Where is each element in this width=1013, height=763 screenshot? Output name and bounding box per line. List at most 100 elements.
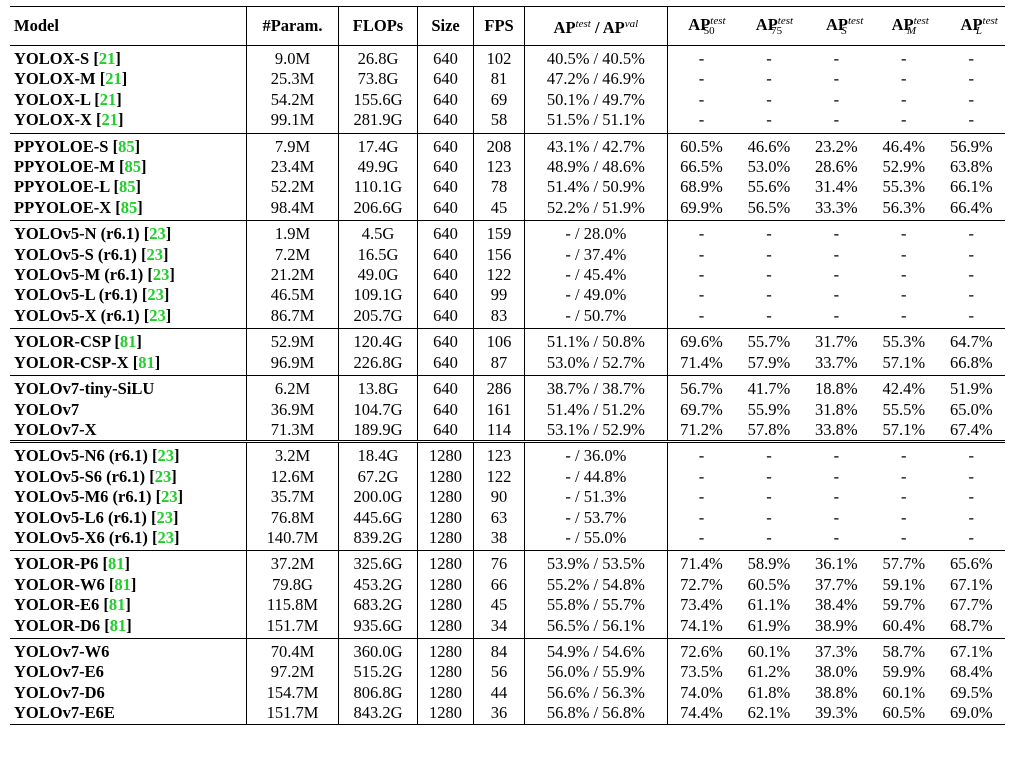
cell-aps: 31.7% xyxy=(815,332,858,352)
table-row: YOLOv5-N (r6.1) [23] 1.9M 4.5G 640 159- / 28… xyxy=(10,220,1005,245)
cell-apm: - xyxy=(901,446,907,466)
cell-ap75: - xyxy=(766,224,772,244)
header-apm-base: AP xyxy=(891,15,914,34)
cell-model: YOLOX-L [21] xyxy=(10,89,248,111)
cell-apm: 59.7% xyxy=(882,595,926,615)
cell-aps: - xyxy=(833,487,840,507)
citation-link[interactable]: 23 xyxy=(161,487,178,507)
cell-ap: 53.0% / 52.7% xyxy=(524,352,668,377)
model-name: YOLOv5-S6 (r6.1) xyxy=(14,466,146,486)
citation-link[interactable]: 85 xyxy=(118,136,135,156)
citation-link[interactable]: 21 xyxy=(99,89,117,109)
citation-link[interactable]: 23 xyxy=(157,527,174,547)
cell-aps: 37.3% xyxy=(815,641,858,661)
cell-apm: 46.4% xyxy=(882,136,926,156)
cell-ap: - / 49.0% xyxy=(524,285,668,306)
citation-link[interactable]: 21 xyxy=(98,49,116,68)
cell-ap: 54.9% / 54.6% xyxy=(524,638,668,663)
citation-link[interactable]: 81 xyxy=(109,615,127,635)
cell-size: 640 xyxy=(417,352,474,377)
cell-apl: - xyxy=(968,69,975,89)
model-name: PPYOLOE-X xyxy=(14,197,112,217)
cell-params: 71.3M xyxy=(246,419,339,444)
cell-ap75: - xyxy=(766,244,772,264)
cell-ap75: 57.8% xyxy=(735,419,803,444)
header-params: #Param. xyxy=(246,6,339,46)
cell-ap50: - xyxy=(698,446,705,466)
cell-ap: 43.1% / 42.7% xyxy=(524,133,668,158)
citation-link[interactable]: 21 xyxy=(101,110,119,130)
cell-ap: - / 50.7% xyxy=(524,305,668,330)
cell-size: 1280 xyxy=(417,466,474,488)
model-name: YOLOv7-tiny-SiLU xyxy=(14,379,155,399)
table-row: YOLOX-X [21] 99.1M 281.9G 640 58 51.5% / 51.1… xyxy=(10,110,1005,134)
citation-link[interactable]: 23 xyxy=(149,305,166,325)
cell-ap75: 60.5% xyxy=(747,574,791,594)
citation-link[interactable]: 23 xyxy=(147,285,164,305)
cell-size: 1280 xyxy=(417,550,474,575)
cell-apl: 68.4% xyxy=(949,662,993,682)
cell-flops: 49.0G xyxy=(338,265,419,286)
cell-params: 97.2M xyxy=(246,662,339,683)
cell-fps: 36 xyxy=(473,703,526,725)
citation-link[interactable]: 81 xyxy=(114,574,131,594)
citation-link[interactable]: 23 xyxy=(154,466,172,486)
cell-params: 76.8M xyxy=(246,507,339,528)
cell-model: YOLOR-E6 [81] xyxy=(10,595,248,616)
cell-aps: - xyxy=(833,224,840,244)
table-row: YOLOR-E6 [81] 115.8M 683.2G 1280 45 55.8% / 5… xyxy=(10,595,1005,616)
citation-link[interactable]: 85 xyxy=(118,177,136,197)
cell-params: 99.1M xyxy=(246,110,339,134)
citation-link[interactable]: 81 xyxy=(108,595,126,615)
citation-link[interactable]: 81 xyxy=(119,332,137,352)
cell-params: 52.9M xyxy=(246,328,339,353)
citation-link[interactable]: 81 xyxy=(107,554,125,574)
citation-link[interactable]: 21 xyxy=(105,69,122,89)
citation-link[interactable]: 23 xyxy=(149,224,166,244)
citation-link[interactable]: 85 xyxy=(120,197,138,217)
citation-link[interactable]: 23 xyxy=(156,507,174,527)
cell-ap: - / 53.7% xyxy=(524,507,668,528)
model-name: PPYOLOE-M xyxy=(14,157,115,177)
cell-flops: 104.7G xyxy=(338,399,419,420)
cell-params: 7.9M xyxy=(246,133,339,158)
cell-ap75: - xyxy=(735,110,803,134)
header-ap-sep: / AP xyxy=(590,18,625,37)
cell-params: 70.4M xyxy=(246,638,339,663)
cell-aps: - xyxy=(833,69,840,89)
citation-link[interactable]: 23 xyxy=(146,244,163,264)
cell-params: 7.2M xyxy=(246,244,339,266)
cell-model: YOLOv7-W6 xyxy=(10,638,248,663)
header-ap50-base: AP xyxy=(688,15,711,34)
cell-model: YOLOv5-L (r6.1) [23] xyxy=(10,285,248,306)
header-ap50: APtest50 xyxy=(667,7,735,46)
cell-model: YOLOv5-N6 (r6.1) [23] xyxy=(10,441,248,467)
cell-params: 98.4M xyxy=(246,197,339,222)
cell-fps: 34 xyxy=(473,615,526,639)
cell-ap: 40.5% / 40.5% xyxy=(524,45,668,70)
cell-fps: 44 xyxy=(473,682,526,704)
cell-aps: - xyxy=(833,507,840,527)
cell-apl: - xyxy=(937,305,1005,330)
cell-flops: 18.4G xyxy=(338,441,419,467)
citation-link[interactable]: 81 xyxy=(138,352,155,372)
cell-ap: 51.4% / 50.9% xyxy=(524,177,668,198)
model-name: YOLOv5-N6 (r6.1) xyxy=(14,446,148,466)
cell-apm: - xyxy=(901,244,907,264)
cell-flops: 515.2G xyxy=(338,662,419,683)
cell-params: 23.4M xyxy=(246,157,339,178)
cell-size: 1280 xyxy=(417,574,474,596)
cell-aps: 28.6% xyxy=(815,157,858,177)
cell-size: 640 xyxy=(417,220,474,245)
cell-flops: 200.0G xyxy=(338,487,419,508)
citation-link[interactable]: 23 xyxy=(157,446,174,466)
cell-apm: 56.3% xyxy=(870,197,938,222)
model-name: YOLOR-D6 xyxy=(14,615,101,635)
cell-flops: 360.0G xyxy=(338,638,419,663)
cell-ap50: - xyxy=(698,265,705,285)
cell-aps: - xyxy=(833,466,840,486)
cell-fps: 78 xyxy=(473,177,526,198)
citation-link[interactable]: 85 xyxy=(124,157,141,177)
citation-link[interactable]: 23 xyxy=(152,265,170,285)
model-name: YOLOv5-N (r6.1) xyxy=(14,224,140,244)
